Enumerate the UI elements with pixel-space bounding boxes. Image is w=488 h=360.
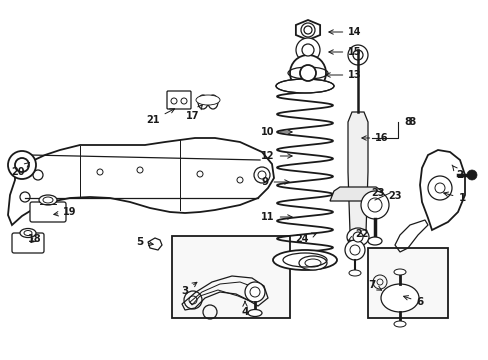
Text: 4: 4 xyxy=(241,301,248,317)
Circle shape xyxy=(197,171,203,177)
Text: 11: 11 xyxy=(261,212,291,222)
Text: 8: 8 xyxy=(407,117,414,127)
Text: 18: 18 xyxy=(28,234,42,244)
Circle shape xyxy=(295,38,319,62)
Circle shape xyxy=(15,158,29,172)
Bar xyxy=(172,236,289,318)
Circle shape xyxy=(352,232,362,242)
Text: 23: 23 xyxy=(370,188,384,198)
Text: 7: 7 xyxy=(367,280,381,290)
Text: 20: 20 xyxy=(11,162,29,177)
Text: 6: 6 xyxy=(403,296,423,307)
Polygon shape xyxy=(347,112,367,232)
Text: 19: 19 xyxy=(54,207,77,217)
Text: 8: 8 xyxy=(404,117,411,127)
Ellipse shape xyxy=(346,228,368,246)
Text: 16: 16 xyxy=(361,133,388,143)
Text: 24: 24 xyxy=(295,233,316,244)
Text: 15: 15 xyxy=(328,47,361,57)
Ellipse shape xyxy=(20,229,36,238)
Ellipse shape xyxy=(367,237,381,245)
Circle shape xyxy=(345,240,364,260)
Text: 14: 14 xyxy=(328,27,361,37)
Text: 12: 12 xyxy=(261,151,291,161)
Ellipse shape xyxy=(272,250,336,270)
Circle shape xyxy=(299,65,315,81)
Circle shape xyxy=(181,98,186,104)
Text: 17: 17 xyxy=(186,105,202,121)
Ellipse shape xyxy=(247,310,262,316)
Text: 10: 10 xyxy=(261,127,291,137)
Circle shape xyxy=(97,169,103,175)
Circle shape xyxy=(171,98,177,104)
Ellipse shape xyxy=(298,256,326,270)
FancyBboxPatch shape xyxy=(12,233,44,253)
Ellipse shape xyxy=(198,95,207,109)
Text: 3: 3 xyxy=(181,282,197,296)
Ellipse shape xyxy=(348,270,360,276)
Circle shape xyxy=(244,282,264,302)
Text: 9: 9 xyxy=(261,177,288,187)
FancyBboxPatch shape xyxy=(167,91,191,109)
Ellipse shape xyxy=(380,284,418,312)
Ellipse shape xyxy=(275,79,333,93)
Ellipse shape xyxy=(393,321,405,327)
Text: 5: 5 xyxy=(136,237,153,247)
Polygon shape xyxy=(329,187,385,201)
Circle shape xyxy=(237,177,243,183)
Text: 23: 23 xyxy=(387,191,401,201)
Circle shape xyxy=(289,55,325,91)
Ellipse shape xyxy=(196,95,220,105)
Text: 1: 1 xyxy=(443,192,465,203)
Text: 13: 13 xyxy=(325,70,361,80)
Text: 22: 22 xyxy=(348,229,368,240)
Text: 2: 2 xyxy=(451,165,463,180)
Circle shape xyxy=(466,170,476,180)
Text: 21: 21 xyxy=(146,109,174,125)
Ellipse shape xyxy=(207,95,218,109)
FancyBboxPatch shape xyxy=(30,202,66,222)
Circle shape xyxy=(360,191,388,219)
Circle shape xyxy=(8,151,36,179)
Circle shape xyxy=(302,44,313,56)
Circle shape xyxy=(137,167,142,173)
Ellipse shape xyxy=(39,195,57,205)
Ellipse shape xyxy=(393,269,405,275)
Bar xyxy=(367,248,447,318)
